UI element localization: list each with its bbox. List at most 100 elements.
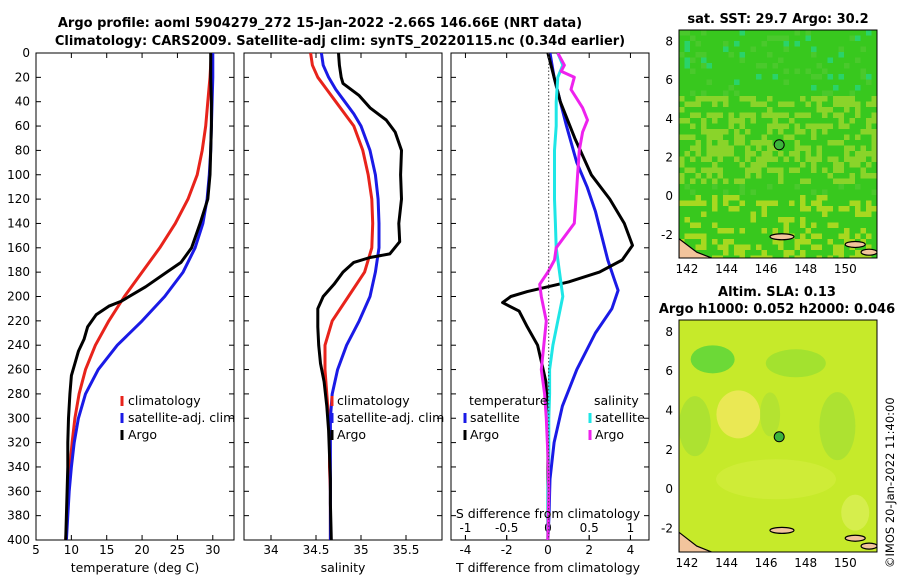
- heat-cell: [860, 189, 867, 196]
- heat-cell: [750, 52, 757, 58]
- legend-title-temperature: temperature: [469, 393, 548, 408]
- heat-cell: [816, 63, 823, 69]
- heat-cell: [684, 85, 691, 91]
- x-tick-label: -2: [501, 543, 513, 557]
- heat-cell: [833, 206, 839, 212]
- heat-cell: [739, 228, 746, 234]
- heat-cell: [745, 52, 751, 58]
- heat-cell: [695, 233, 702, 240]
- heat-cell: [783, 250, 790, 256]
- heat-cell: [783, 211, 790, 218]
- heat-cell: [690, 211, 696, 218]
- heat-cell: [866, 118, 872, 124]
- heat-cell: [860, 85, 867, 91]
- heat-cell: [849, 134, 856, 141]
- heat-cell: [690, 90, 696, 97]
- heat-cell: [800, 118, 806, 124]
- heat-cell: [849, 184, 856, 190]
- heat-cell: [767, 211, 773, 218]
- heat-cell: [767, 52, 773, 58]
- heat-cell: [723, 52, 729, 58]
- heat-cell: [822, 156, 828, 163]
- heat-cell: [723, 189, 729, 196]
- heat-cell: [800, 162, 806, 168]
- heat-cell: [789, 206, 795, 212]
- heat-cell: [838, 217, 845, 223]
- heat-cell: [767, 57, 773, 64]
- heat-cell: [761, 206, 768, 212]
- heat-cell: [767, 239, 773, 245]
- heat-cell: [739, 162, 746, 168]
- heat-cell: [844, 200, 850, 207]
- heat-cell: [860, 52, 867, 58]
- heat-cell: [860, 151, 867, 157]
- heat-cell: [750, 250, 757, 256]
- heat-cell: [701, 96, 707, 102]
- heat-cell: [827, 30, 834, 36]
- heat-cell: [805, 217, 812, 223]
- heat-cell: [695, 145, 702, 152]
- heat-cell: [684, 35, 691, 42]
- temperature-xlabel: temperature (deg C): [71, 560, 200, 575]
- heat-cell: [739, 129, 746, 135]
- heat-cell: [717, 140, 724, 146]
- heat-cell: [679, 112, 685, 119]
- heat-cell: [783, 239, 790, 245]
- heat-cell: [855, 145, 861, 152]
- heat-cell: [822, 206, 828, 212]
- heat-cell: [690, 96, 696, 102]
- heat-cell: [706, 74, 713, 80]
- map-x-tick-label: 142: [675, 556, 698, 570]
- difference-xlabel: T difference from climatology: [455, 560, 641, 575]
- heat-cell: [860, 211, 867, 218]
- heat-cell: [844, 35, 850, 42]
- heat-cell: [772, 52, 779, 58]
- heat-cell: [778, 217, 784, 223]
- heat-cell: [816, 112, 823, 119]
- heat-cell: [805, 74, 812, 80]
- heat-cell: [816, 46, 823, 53]
- heat-cell: [871, 85, 877, 91]
- heat-cell: [794, 189, 801, 196]
- heat-cell: [849, 195, 856, 201]
- heat-cell: [871, 200, 877, 207]
- heat-cell: [717, 30, 724, 36]
- heat-cell: [772, 74, 779, 80]
- map-x-tick-label: 146: [755, 262, 778, 276]
- heat-cell: [833, 30, 839, 36]
- heat-cell: [849, 118, 856, 124]
- heat-cell: [811, 46, 817, 53]
- heat-cell: [822, 217, 828, 223]
- heat-cell: [695, 162, 702, 168]
- heat-cell: [756, 233, 762, 240]
- heat-cell: [756, 74, 762, 80]
- heat-cell: [816, 184, 823, 190]
- heat-cell: [684, 233, 691, 240]
- heat-cell: [690, 195, 696, 201]
- heat-cell: [783, 30, 790, 36]
- heat-cell: [761, 68, 768, 75]
- heat-cell: [794, 250, 801, 256]
- heat-cell: [838, 178, 845, 185]
- heat-cell: [684, 41, 691, 47]
- heat-cell: [816, 101, 823, 108]
- heat-cell: [838, 228, 845, 234]
- heat-cell: [871, 244, 877, 251]
- sla-anomaly-region: [765, 349, 826, 378]
- heat-cell: [783, 162, 790, 168]
- heat-cell: [723, 162, 729, 168]
- heat-cell: [871, 162, 877, 168]
- heat-cell: [750, 228, 757, 234]
- heat-cell: [833, 239, 839, 245]
- heat-cell: [767, 101, 773, 108]
- heat-cell: [844, 123, 850, 130]
- heat-cell: [838, 129, 845, 135]
- heat-cell: [816, 140, 823, 146]
- heat-cell: [728, 74, 735, 80]
- heat-cell: [706, 68, 713, 75]
- heat-cell: [800, 233, 806, 240]
- y-tick-label: 40: [15, 95, 30, 109]
- heat-cell: [789, 222, 795, 229]
- heat-cell: [695, 41, 702, 47]
